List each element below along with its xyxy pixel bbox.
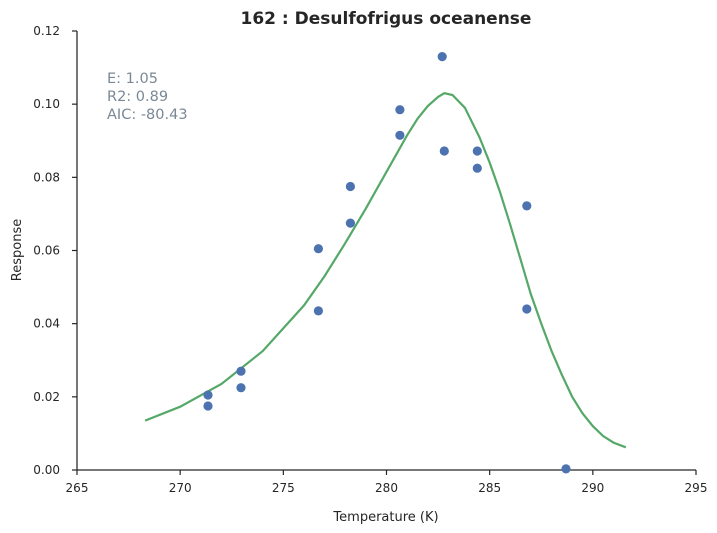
data-point: [236, 366, 246, 376]
ticks: 265 270 275 280 285 290 295 0.00 0.02 0.04 0.06 0.0…: [33, 24, 707, 495]
data-point: [472, 146, 482, 156]
data-point: [561, 464, 571, 474]
chart-title: 162 : Desulfofrigus oceanense: [241, 9, 532, 29]
data-point: [203, 401, 213, 411]
data-point: [437, 52, 447, 62]
stats-aic: AIC: -80.43: [107, 107, 188, 123]
data-point: [395, 130, 405, 140]
x-tick-label: 290: [581, 481, 604, 495]
stats-annotation: E: 1.05 R2: 0.89 AIC: -80.43: [107, 71, 188, 123]
data-point: [345, 181, 355, 192]
axes: [76, 31, 696, 471]
y-tick-label: 0.02: [33, 390, 60, 404]
x-tick-label: 280: [375, 481, 398, 495]
points-layer: [203, 52, 571, 474]
y-axis-label: Response: [10, 219, 25, 281]
data-point: [395, 105, 405, 115]
stats-r2: R2: 0.89: [107, 89, 168, 105]
y-tick-label: 0.08: [33, 170, 60, 184]
fit-curve-line: [144, 92, 627, 449]
data-point: [313, 244, 323, 254]
x-tick-label: 275: [272, 481, 295, 495]
y-tick-label: 0.12: [33, 24, 60, 38]
data-point: [313, 306, 323, 316]
y-tick-label: 0.06: [33, 244, 60, 258]
data-point: [522, 201, 532, 211]
y-tick-label: 0.00: [33, 463, 60, 477]
data-point: [439, 146, 449, 156]
data-point: [472, 163, 482, 173]
data-point: [345, 218, 355, 228]
x-tick-label: 265: [66, 481, 89, 495]
y-tick-label: 0.04: [33, 317, 60, 331]
x-axis-label: Temperature (K): [332, 510, 438, 525]
data-point: [522, 304, 532, 314]
x-tick-label: 270: [169, 481, 192, 495]
data-point: [236, 383, 246, 393]
y-tick-label: 0.10: [33, 97, 60, 111]
stats-energy: E: 1.05: [107, 71, 158, 87]
x-tick-label: 295: [685, 481, 708, 495]
x-tick-label: 285: [478, 481, 501, 495]
data-point: [203, 390, 213, 400]
fit-layer: [144, 92, 627, 449]
